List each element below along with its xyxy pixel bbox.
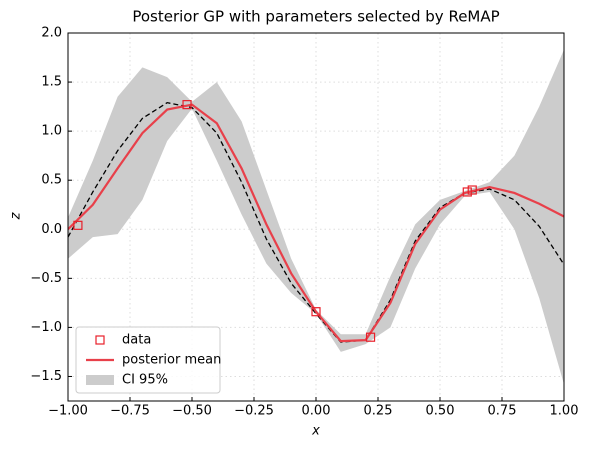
- data-point: [73, 220, 83, 230]
- plot-frame: [67, 32, 565, 402]
- legend-label: data: [122, 333, 151, 348]
- chart-title: Posterior GP with parameters selected by…: [132, 8, 499, 26]
- x-tick-label: 0.25: [364, 404, 393, 419]
- x-tick-label: −0.25: [234, 404, 274, 419]
- x-tick-label: 1.00: [550, 404, 579, 419]
- x-tick-label: 0.00: [302, 404, 331, 419]
- y-tick-label: 0.0: [41, 222, 62, 237]
- y-tick-label: −1.5: [30, 369, 62, 384]
- y-tick-label: 2.0: [41, 26, 62, 41]
- x-tick-label: 0.50: [426, 404, 455, 419]
- y-tick-label: −0.5: [30, 271, 62, 286]
- x-tick-label: −0.50: [172, 404, 212, 419]
- legend-marker: [86, 375, 114, 385]
- x-tick-label: −1.00: [48, 404, 88, 419]
- y-tick-label: 1.0: [41, 124, 62, 139]
- data-point: [311, 307, 321, 317]
- y-tick-label: 0.5: [41, 173, 62, 188]
- mean-line: [68, 103, 564, 343]
- x-tick-label: 0.75: [488, 404, 517, 419]
- legend-label: posterior mean: [122, 353, 221, 368]
- legend-marker: [95, 335, 105, 345]
- y-axis-label: z: [9, 211, 24, 220]
- data-point: [365, 332, 376, 342]
- data-point: [462, 187, 472, 197]
- x-tick-label: −0.75: [110, 404, 150, 419]
- true-function: [68, 101, 564, 343]
- data-point: [467, 185, 477, 195]
- y-tick-label: −1.0: [30, 320, 62, 335]
- data-point: [182, 100, 192, 110]
- legend-label: CI 95%: [122, 373, 168, 388]
- x-axis-label: x: [311, 424, 320, 439]
- y-tick-label: 1.5: [41, 75, 62, 90]
